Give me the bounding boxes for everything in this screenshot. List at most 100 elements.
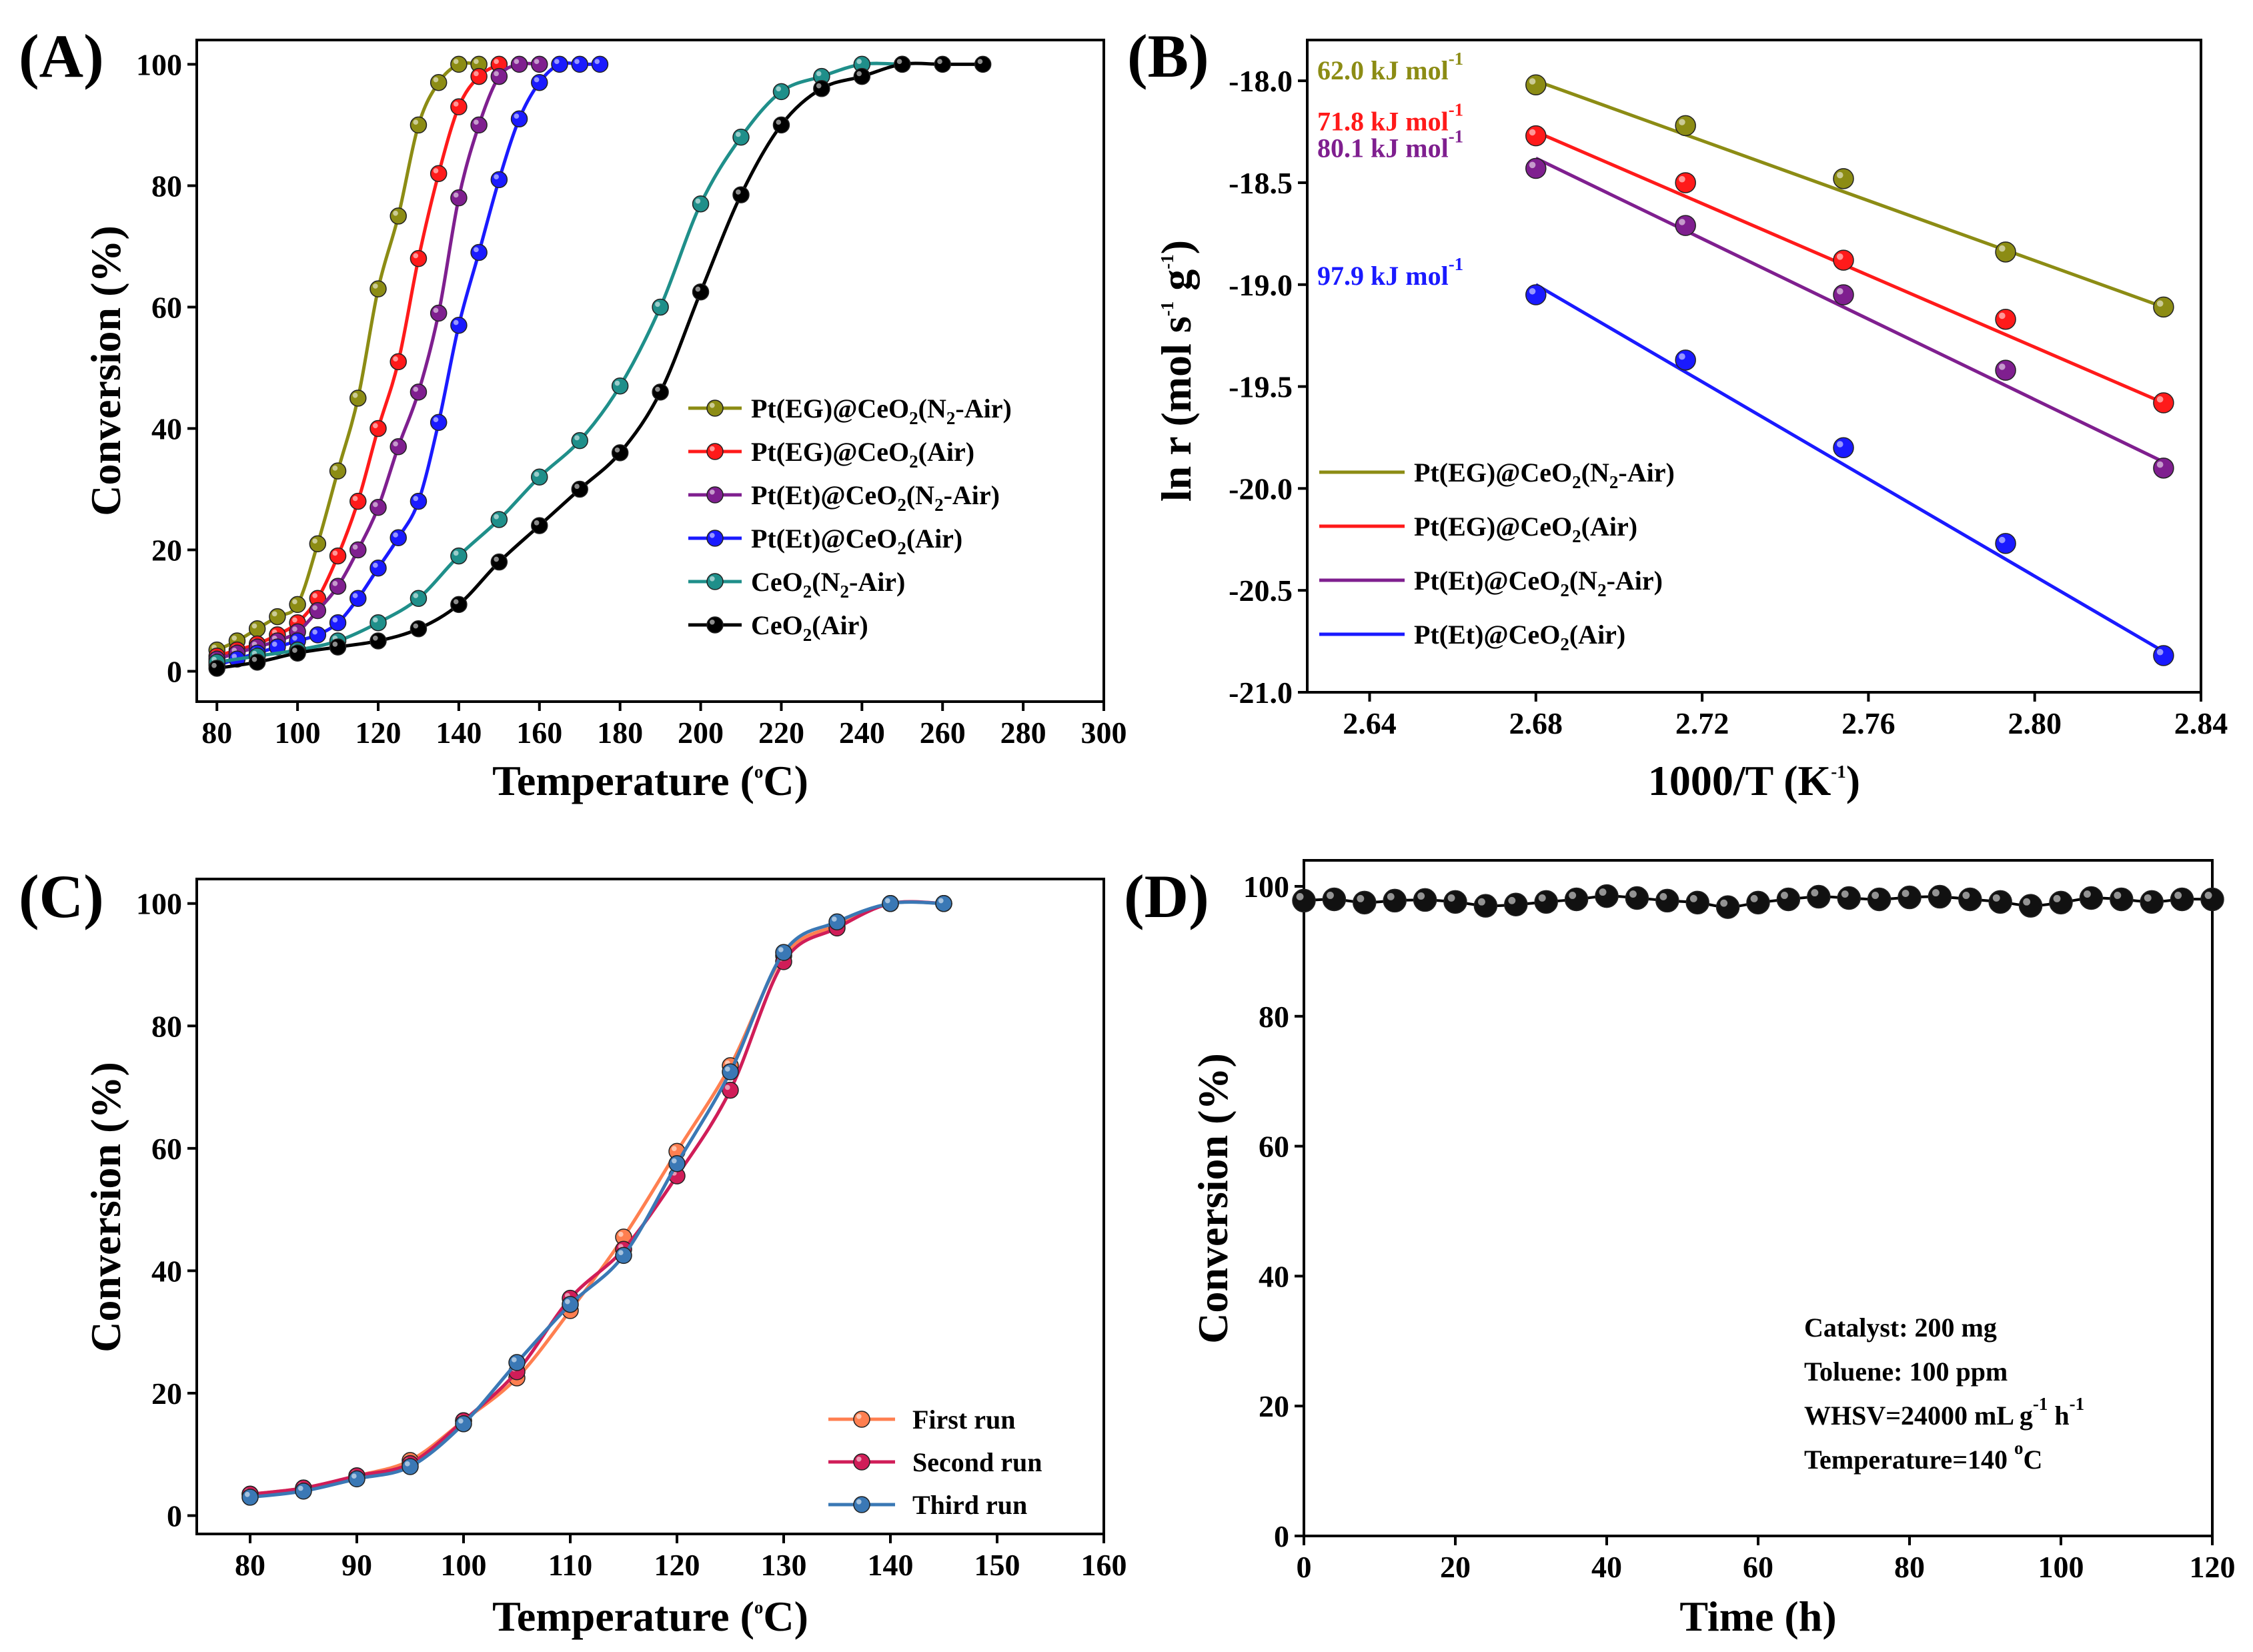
data-point xyxy=(2153,645,2174,666)
point-highlight xyxy=(458,1418,464,1424)
label-part: -Air) xyxy=(1618,458,1674,488)
legend-marker xyxy=(853,1453,870,1471)
x-tick-label: 260 xyxy=(920,716,966,750)
point-highlight xyxy=(1871,892,1880,899)
data-point xyxy=(1353,890,1377,915)
info-part: C xyxy=(2023,1445,2042,1475)
point-highlight xyxy=(474,59,479,65)
series-line xyxy=(249,900,944,1496)
data-point xyxy=(775,944,792,961)
panel-label: (B) xyxy=(1127,22,1209,90)
data-point xyxy=(828,913,846,930)
label-part: Pt(EG)@CeO xyxy=(751,437,909,467)
legend-marker xyxy=(853,1496,870,1513)
x-tick-label: 100 xyxy=(2038,1550,2084,1584)
point-highlight xyxy=(494,174,499,179)
point-highlight xyxy=(2023,898,2031,906)
label-part: (N xyxy=(1569,566,1597,596)
point-highlight xyxy=(776,119,782,125)
data-point xyxy=(1675,172,1696,193)
data-point xyxy=(430,165,448,182)
y-tick-label: 20 xyxy=(1259,1389,1289,1423)
plot-frame xyxy=(1306,39,2202,694)
superscript: -1 xyxy=(1449,100,1464,120)
point-highlight xyxy=(1999,245,2006,252)
data-point xyxy=(295,1483,312,1500)
point-highlight xyxy=(393,356,398,361)
data-point xyxy=(450,547,468,565)
superscript: o xyxy=(754,762,764,782)
point-highlight xyxy=(1836,253,1843,260)
point-highlight xyxy=(372,502,378,508)
subscript: 2 xyxy=(1560,634,1569,654)
point-highlight xyxy=(1836,287,1843,295)
title-part: ) xyxy=(1153,240,1200,254)
data-point xyxy=(1504,892,1528,916)
x-tick-label: 80 xyxy=(201,716,232,750)
data-point xyxy=(369,614,387,632)
subscript: 2 xyxy=(897,495,906,515)
panel-label: (C) xyxy=(19,862,104,930)
data-point xyxy=(2200,887,2224,912)
data-point xyxy=(2049,890,2073,915)
x-axis-title: Temperature (oC) xyxy=(492,757,808,804)
panel-label: (A) xyxy=(19,22,104,90)
data-point xyxy=(531,468,548,486)
activation-energy-label: 97.9 kJ mol-1 xyxy=(1317,254,1463,291)
legend-label: CeO2(N2-Air) xyxy=(751,567,905,602)
point-highlight xyxy=(231,635,237,641)
series-line xyxy=(249,900,944,1496)
data-point xyxy=(571,480,588,498)
data-point xyxy=(470,243,488,261)
data-point xyxy=(410,249,428,267)
legend-marker xyxy=(853,1411,870,1428)
label-part: (N xyxy=(1581,458,1609,488)
data-point xyxy=(692,195,710,213)
x-tick-label: 100 xyxy=(441,1548,487,1582)
series-First run xyxy=(241,894,952,1503)
point-highlight xyxy=(534,520,540,526)
x-tick-label: 300 xyxy=(1081,716,1127,750)
x-tick-label: 200 xyxy=(678,716,724,750)
x-tick-label: 130 xyxy=(761,1548,807,1582)
data-point xyxy=(289,596,306,614)
point-highlight xyxy=(372,617,378,623)
point-highlight xyxy=(695,198,701,204)
data-point xyxy=(329,614,347,632)
point-highlight xyxy=(352,392,358,398)
data-point xyxy=(329,462,347,480)
subscript: 2 xyxy=(897,538,906,558)
legend-label: Third run xyxy=(912,1490,1027,1520)
point-highlight xyxy=(2144,894,2152,902)
point-highlight xyxy=(564,1299,570,1305)
title-part: C) xyxy=(763,757,808,804)
point-highlight xyxy=(554,59,560,65)
point-highlight xyxy=(1296,893,1304,900)
data-point xyxy=(2153,458,2174,479)
point-highlight xyxy=(1720,899,1728,907)
data-point xyxy=(1988,890,2012,914)
point-highlight xyxy=(352,496,358,502)
title-part: Temperature ( xyxy=(492,757,754,804)
y-axis-title: Conversion (%) xyxy=(82,1062,129,1353)
point-highlight xyxy=(2156,300,2164,307)
data-point xyxy=(1715,895,1740,919)
label-part: (Air) xyxy=(1581,512,1637,542)
legend-marker xyxy=(706,530,724,547)
x-tick-label: 280 xyxy=(1000,716,1046,750)
legend-label: First run xyxy=(912,1405,1015,1435)
point-highlight xyxy=(1999,536,2006,544)
point-highlight xyxy=(372,635,378,641)
data-point xyxy=(349,389,367,407)
point-highlight xyxy=(937,59,942,65)
data-point xyxy=(1473,894,1498,918)
x-tick-label: 220 xyxy=(758,716,804,750)
data-point xyxy=(402,1458,419,1475)
point-highlight xyxy=(494,71,499,77)
x-tick-label: 160 xyxy=(516,716,562,750)
series-CeO2(Air) xyxy=(208,55,992,677)
x-tick-label: 2.80 xyxy=(2008,706,2062,740)
legend-label: Pt(EG)@CeO2(Air) xyxy=(751,437,974,472)
series-line xyxy=(216,63,500,658)
point-highlight xyxy=(2156,395,2164,403)
